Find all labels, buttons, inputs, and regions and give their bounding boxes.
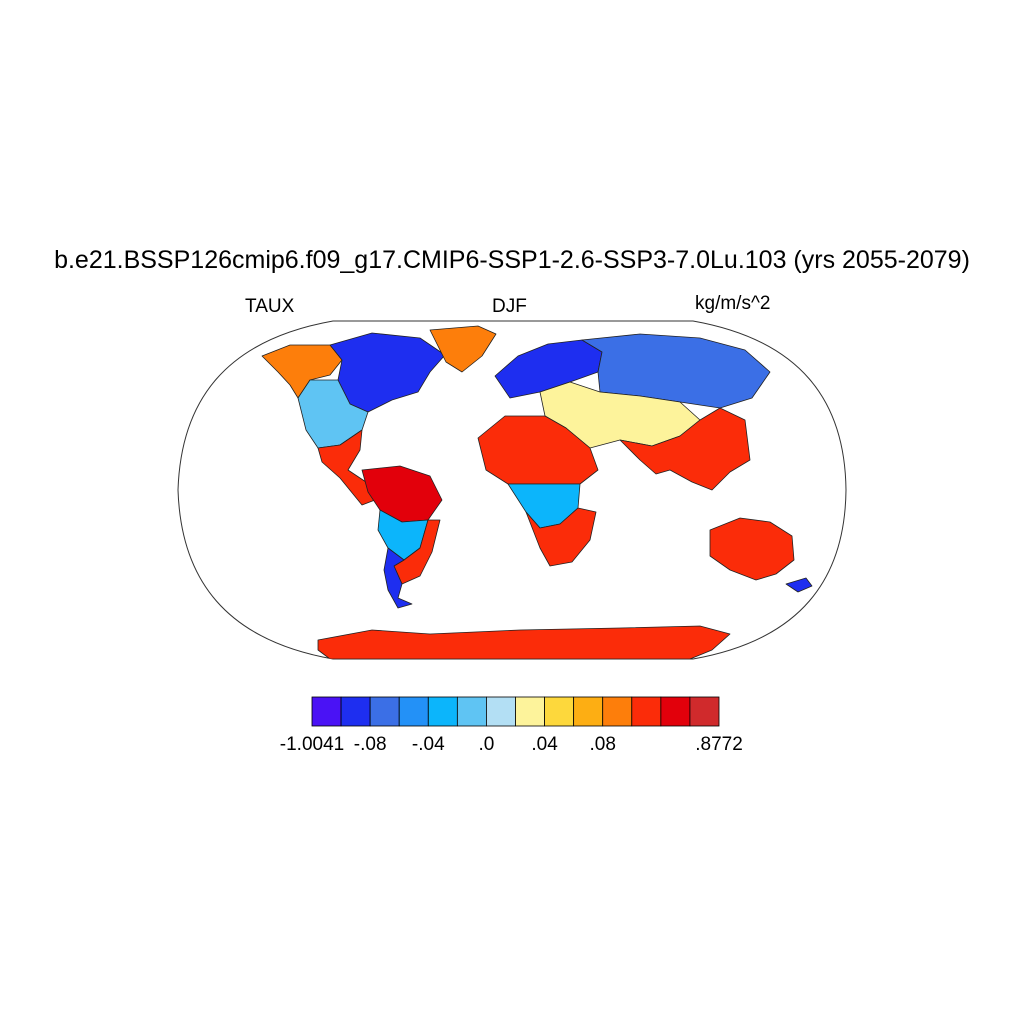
colorbar-tick-label: .08 [589,734,616,755]
colorbar-tick-label: .0 [478,734,495,755]
season-label: DJF [492,296,527,317]
colorbar-box-3 [369,696,400,727]
colorbar-tick-label: -.04 [411,734,445,755]
colorbar-box-14 [689,696,720,727]
colorbar-tick-label: -.08 [353,734,387,755]
region-north-africa-sahara [477,415,599,485]
region-antarctica [317,625,731,659]
region-southern-africa [525,507,597,567]
region-australia [709,517,795,581]
colorbar-box-9 [544,696,575,727]
colorbar [311,696,720,727]
region-western-united-states [297,379,369,449]
colorbar-box-7 [486,696,516,727]
land-layer [261,325,813,659]
colorbar-tick-label: .04 [531,734,558,755]
colorbar-box-8 [515,696,545,727]
colorbar-box-5 [427,696,458,727]
colorbar-box-11 [602,696,633,727]
region-india-southeast-asia [619,407,751,491]
colorbar-tick-label: -1.0041 [279,734,345,755]
region-alaska-nw-canada [261,344,343,399]
plot-title: b.e21.BSSP126cmip6.f09_g17.CMIP6-SSP1-2.… [54,246,970,274]
region-greenland [429,325,497,373]
variable-label: TAUX [245,296,295,317]
region-new-zealand [785,577,813,593]
colorbar-box-12 [631,696,662,727]
colorbar-box-2 [340,696,371,727]
colorbar-box-1 [311,696,342,727]
colorbar-box-13 [660,696,691,727]
colorbar-box-6 [456,696,487,727]
region-canada-interior-great-lakes [329,332,446,413]
units-label: kg/m/s^2 [695,293,771,314]
colorbar-box-10 [573,696,604,727]
colorbar-box-4 [398,696,429,727]
region-patagonia [383,547,413,609]
colorbar-tick-label: .8772 [695,734,743,755]
